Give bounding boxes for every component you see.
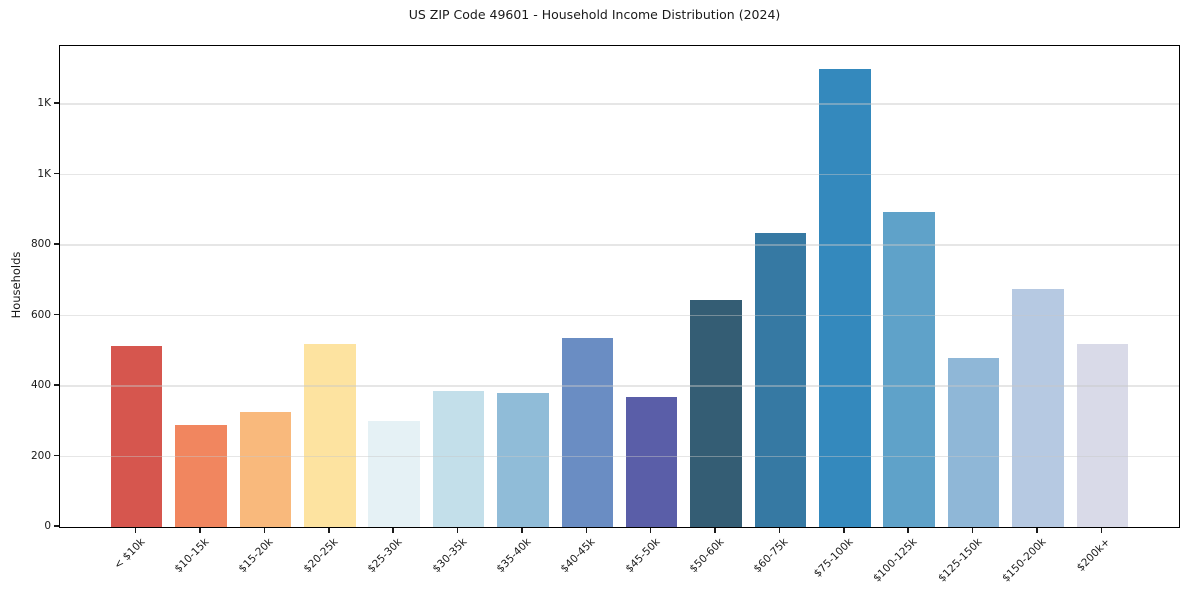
x-tick-mark [1100, 527, 1103, 533]
y-tick-mark [54, 525, 59, 527]
y-tick-mark [54, 384, 59, 386]
x-tick-mark [971, 527, 974, 533]
y-tick-mark [54, 313, 59, 316]
bar-6 [432, 391, 485, 527]
bar-16 [1076, 343, 1129, 527]
bar-4 [304, 343, 356, 527]
x-tick-mark [263, 527, 266, 533]
bar-14 [947, 357, 1000, 527]
bars-group [60, 46, 1179, 527]
y-tick-label: 400 [30, 379, 51, 392]
x-tick-mark [714, 527, 716, 533]
bar-12 [819, 68, 871, 527]
y-tick-label: 1K [37, 167, 51, 180]
bar-1 [110, 345, 163, 527]
bar-15 [1012, 289, 1064, 527]
x-tick-mark [778, 527, 781, 533]
y-tick-label: 600 [30, 308, 51, 321]
chart-title: US ZIP Code 49601 - Household Income Dis… [408, 7, 781, 22]
bar-2 [175, 424, 227, 527]
x-tick-mark [521, 527, 523, 533]
y-tick-label: 200 [30, 449, 51, 462]
y-tick-mark [54, 172, 59, 175]
x-tick-mark [649, 527, 652, 533]
bar-11 [754, 232, 807, 527]
bar-7 [497, 393, 549, 527]
x-tick-mark [907, 527, 909, 533]
x-tick-mark [585, 527, 588, 533]
bar-9 [625, 396, 678, 527]
x-tick-mark [456, 527, 459, 533]
y-tick-label: 800 [30, 238, 51, 251]
y-tick-label: 1K [37, 97, 51, 110]
x-tick-mark [1036, 527, 1038, 533]
x-tick-mark [843, 527, 845, 533]
bar-13 [883, 211, 935, 527]
x-tick-mark [328, 527, 330, 533]
y-tick-mark [54, 454, 59, 457]
plot-area [59, 45, 1180, 528]
bar-10 [690, 299, 742, 527]
x-tick-mark [392, 527, 394, 533]
bar-3 [239, 412, 292, 527]
x-tick-mark [134, 527, 137, 533]
bar-8 [561, 338, 614, 527]
y-tick-mark [54, 243, 59, 245]
y-tick-mark [54, 102, 59, 104]
x-tick-label: < $10k [111, 536, 148, 572]
y-tick-label: 0 [44, 520, 51, 532]
x-tick-mark [199, 527, 201, 533]
bar-5 [368, 421, 420, 527]
